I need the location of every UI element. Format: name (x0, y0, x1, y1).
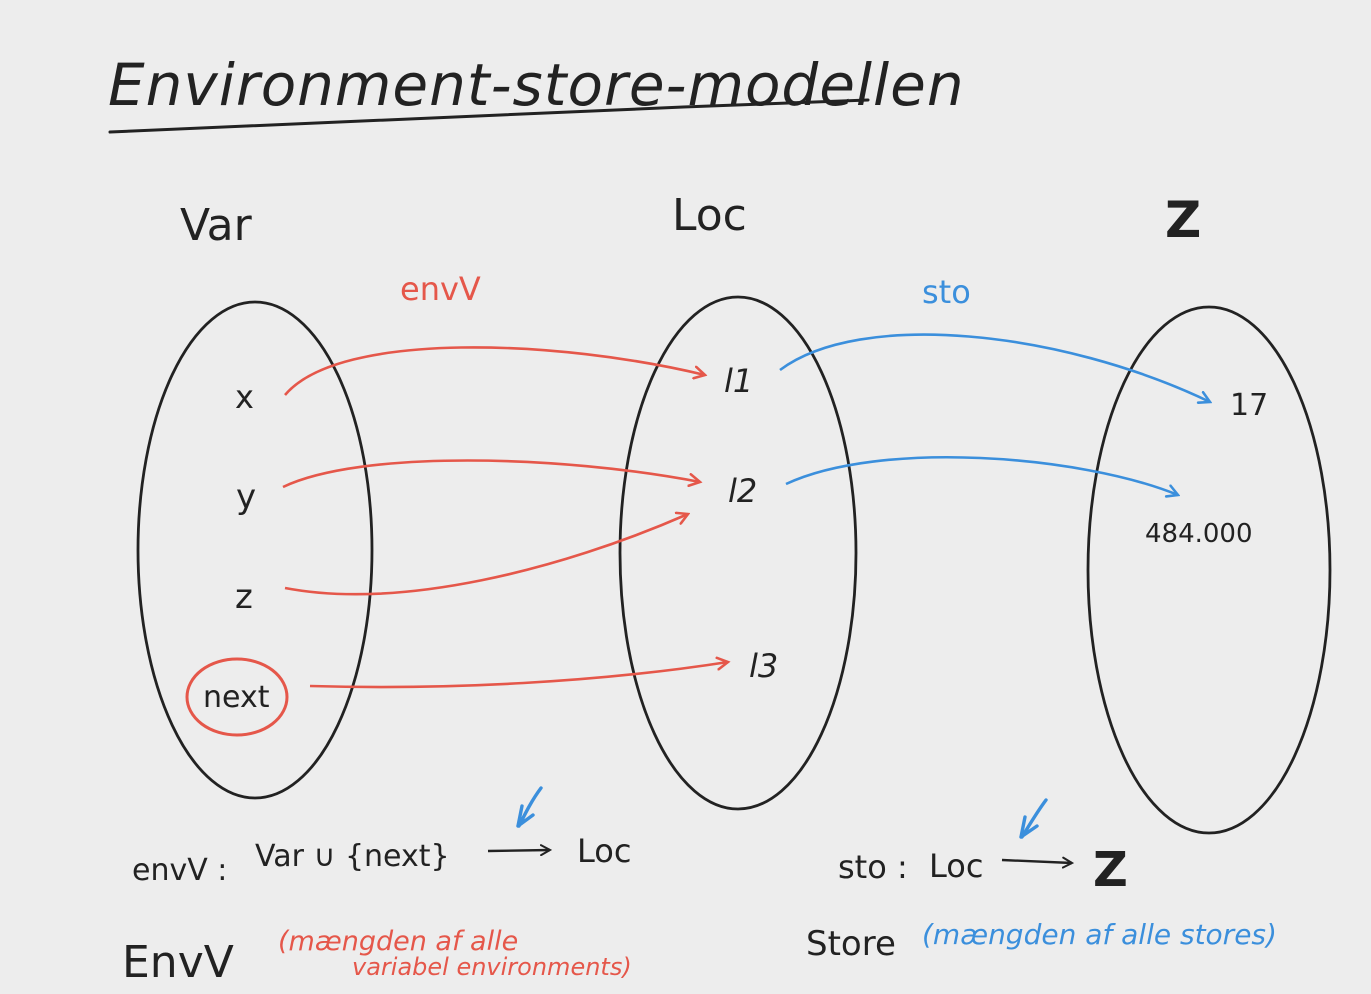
env-arrow-z-l2 (284, 514, 688, 596)
envv-set-name: EnvV (122, 937, 234, 988)
var-y: y (236, 477, 256, 517)
sto-arrow-l1-17 (779, 333, 1210, 402)
env-signature-name: envV : (132, 853, 227, 888)
loc-set-ellipse (618, 295, 858, 811)
loc-l1: l1 (724, 362, 753, 400)
set-label-z: Z (1165, 191, 1201, 249)
var-set-ellipse (136, 300, 374, 800)
store-note: (mængden af alle stores) (922, 918, 1277, 951)
sto-signature-codomain: Z (1093, 842, 1128, 898)
sto-signature-arrow (1001, 860, 1072, 863)
next-highlight-circle (185, 657, 289, 737)
title-underline (108, 98, 870, 134)
z-value-484000: 484.000 (1145, 519, 1253, 549)
env-checkmark-icon (516, 786, 543, 828)
env-arrow-y-l2 (282, 459, 700, 489)
var-next: next (203, 680, 270, 715)
z-set-ellipse (1086, 305, 1332, 835)
envv-note-line1: (mængden af alle (278, 926, 518, 957)
env-signature-arrow (487, 850, 550, 851)
page-title: Environment-store-modellen (108, 51, 965, 119)
loc-l2: l2 (728, 472, 757, 510)
env-signature-codomain: Loc (577, 832, 631, 870)
env-arrow-next-l3 (309, 662, 728, 689)
z-value-17: 17 (1230, 388, 1268, 423)
env-signature-domain: Var ∪ {next} (255, 839, 450, 874)
store-set-name: Store (806, 924, 896, 964)
var-z: z (235, 577, 253, 617)
sto-signature-name: sto : (838, 848, 908, 886)
sto-arrow-label: sto (922, 273, 971, 311)
loc-l3: l3 (749, 647, 778, 685)
env-arrow-label: envV (400, 270, 481, 308)
sto-arrow-l2-484000 (785, 455, 1178, 495)
sto-checkmark-icon (1019, 798, 1048, 839)
envv-note-line2: variabel environments) (352, 953, 632, 981)
set-label-loc: Loc (672, 190, 747, 241)
env-arrow-x-l1 (284, 346, 705, 396)
sto-signature-domain: Loc (929, 847, 983, 885)
var-x: x (235, 378, 254, 416)
set-label-var: Var (180, 200, 253, 251)
